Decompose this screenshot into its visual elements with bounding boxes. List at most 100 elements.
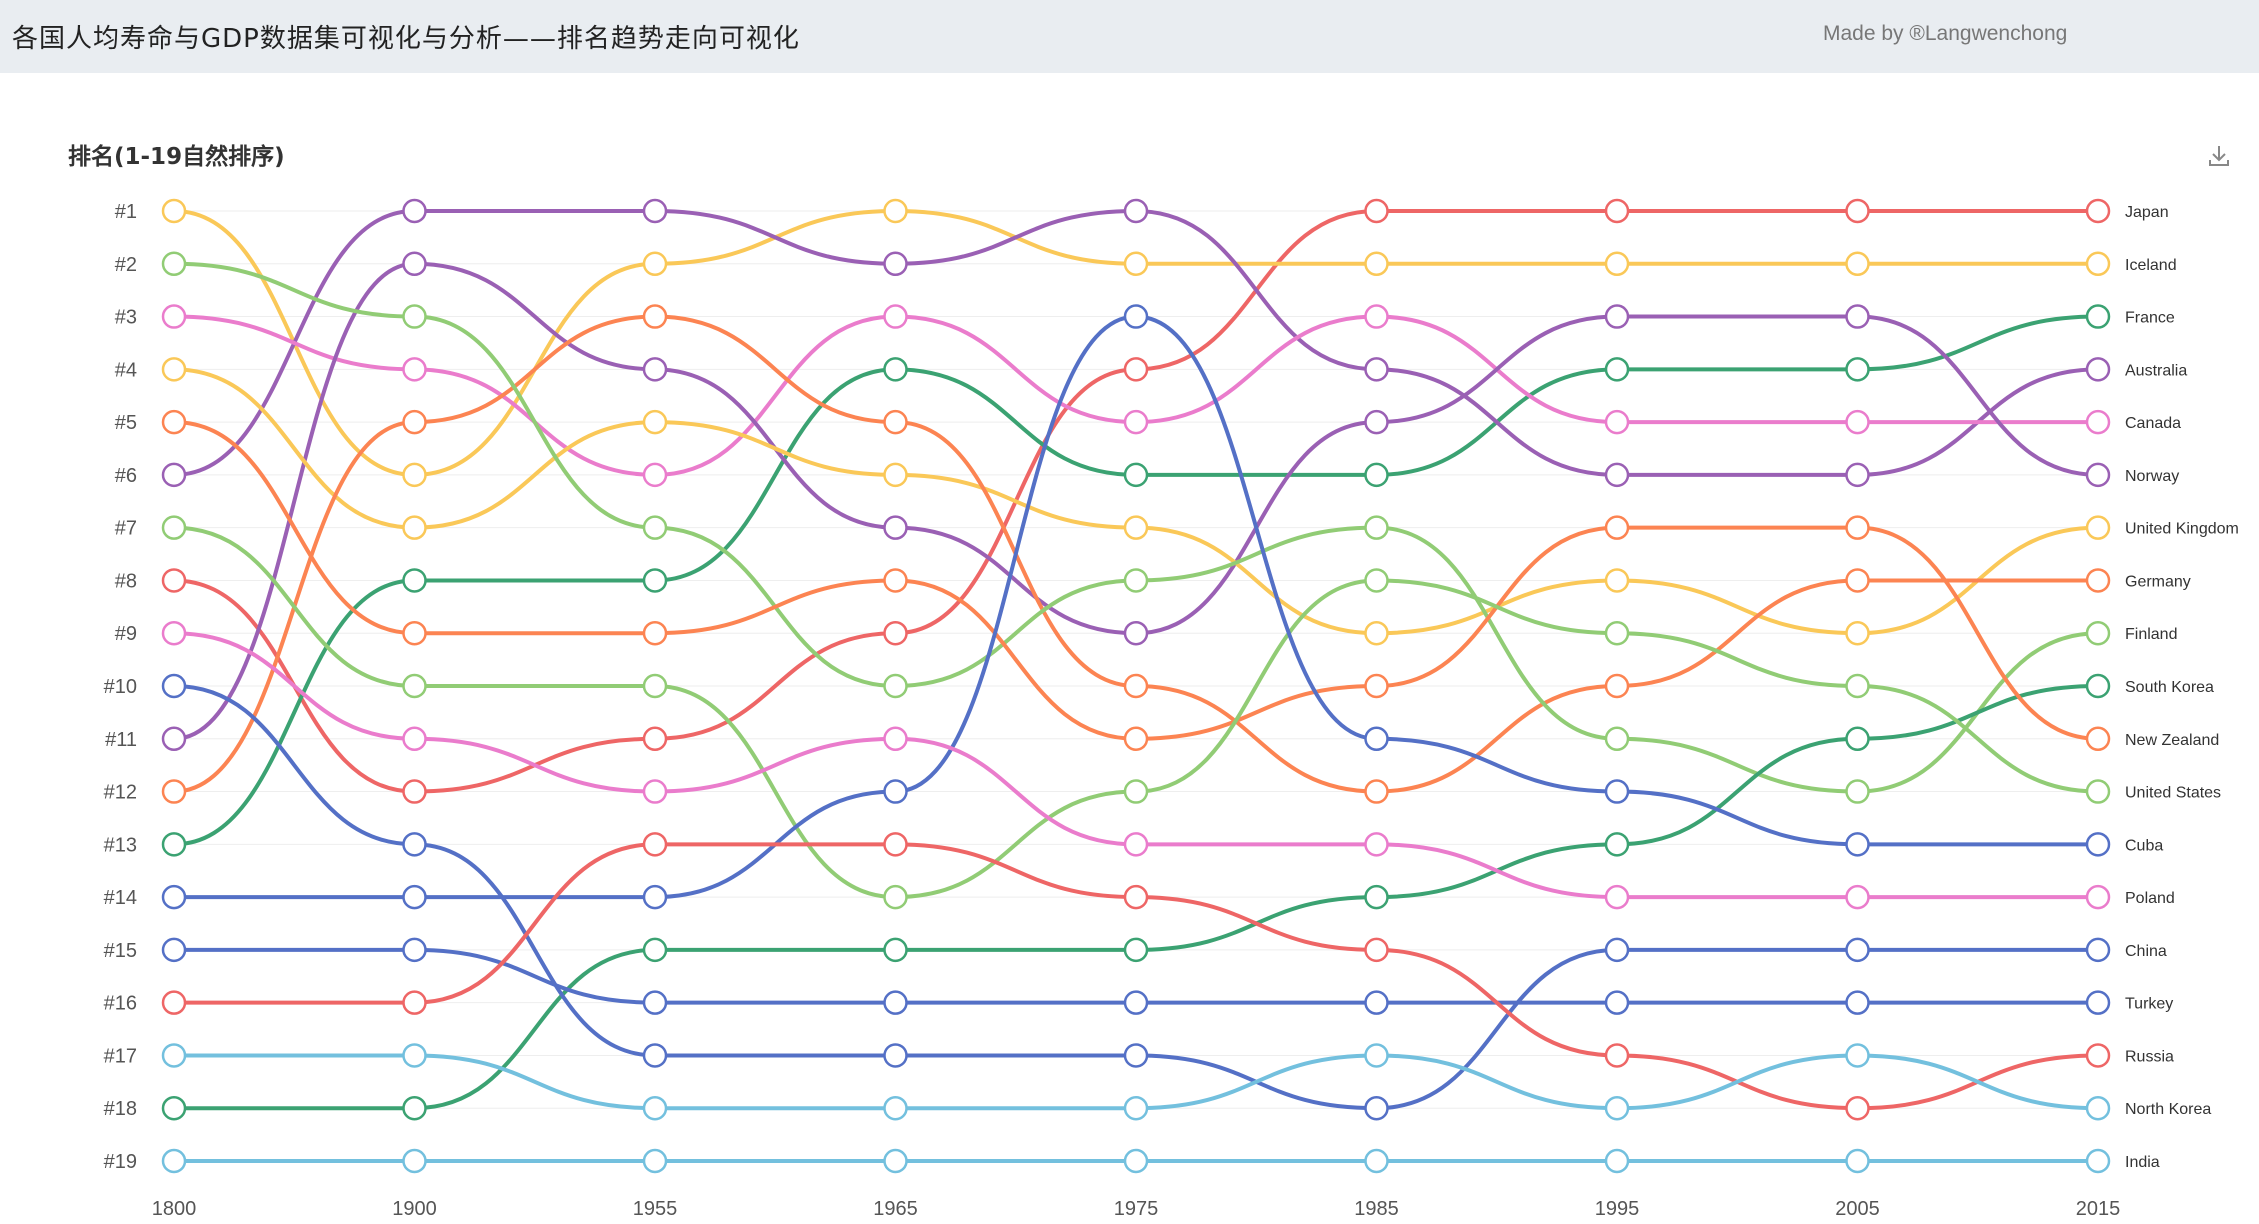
data-point[interactable] [2085, 304, 2111, 329]
data-point[interactable] [1123, 198, 1149, 224]
data-point[interactable] [161, 1148, 187, 1174]
data-point[interactable] [642, 1043, 668, 1068]
data-point[interactable] [1604, 779, 1630, 804]
data-point[interactable] [1604, 1095, 1630, 1121]
data-point[interactable] [2085, 1095, 2111, 1121]
data-point[interactable] [1123, 620, 1149, 646]
data-point[interactable] [2085, 1148, 2111, 1174]
data-point[interactable] [1604, 884, 1630, 910]
data-point[interactable] [1364, 1095, 1389, 1121]
data-point[interactable] [1845, 1043, 1870, 1068]
data-point[interactable] [1123, 779, 1149, 804]
data-point[interactable] [402, 251, 427, 277]
data-point[interactable] [642, 1095, 668, 1121]
data-point[interactable] [161, 832, 187, 857]
data-point[interactable] [1845, 832, 1870, 857]
data-point[interactable] [161, 198, 187, 224]
data-point[interactable] [1604, 990, 1630, 1015]
series-line-iceland[interactable] [173, 208, 2098, 477]
data-point[interactable] [161, 990, 187, 1015]
data-point[interactable] [1604, 251, 1630, 277]
data-point[interactable] [402, 515, 427, 540]
data-point[interactable] [1364, 462, 1389, 488]
data-point[interactable] [161, 1043, 187, 1068]
data-point[interactable] [1364, 726, 1389, 752]
data-point[interactable] [1364, 568, 1389, 593]
data-point[interactable] [1845, 1095, 1870, 1121]
data-point[interactable] [883, 1148, 908, 1174]
data-point[interactable] [1845, 409, 1870, 435]
data-point[interactable] [1845, 462, 1870, 488]
data-point[interactable] [1845, 357, 1870, 382]
data-point[interactable] [1364, 832, 1389, 857]
data-point[interactable] [161, 251, 187, 277]
data-point[interactable] [1364, 673, 1389, 699]
data-point[interactable] [1604, 726, 1630, 752]
data-point[interactable] [402, 198, 427, 224]
data-point[interactable] [1123, 409, 1149, 435]
data-point[interactable] [402, 673, 427, 699]
data-point[interactable] [1364, 357, 1389, 382]
data-point[interactable] [1845, 779, 1870, 804]
data-point[interactable] [1364, 198, 1389, 224]
series-line-canada[interactable] [173, 314, 2098, 477]
series-line-japan[interactable] [173, 209, 2098, 794]
data-point[interactable] [883, 937, 908, 963]
data-point[interactable] [642, 515, 668, 540]
data-point[interactable] [1845, 515, 1870, 540]
data-point[interactable] [1123, 884, 1149, 910]
data-point[interactable] [883, 304, 908, 329]
data-point[interactable] [1123, 1095, 1149, 1121]
data-point[interactable] [1604, 357, 1630, 382]
data-point[interactable] [1123, 304, 1149, 329]
data-point[interactable] [1604, 673, 1630, 699]
data-point[interactable] [161, 673, 187, 699]
data-point[interactable] [883, 198, 908, 224]
data-point[interactable] [1845, 726, 1870, 752]
data-point[interactable] [1845, 198, 1870, 224]
data-point[interactable] [2085, 779, 2111, 804]
data-point[interactable] [883, 673, 908, 699]
data-point[interactable] [1123, 990, 1149, 1015]
data-point[interactable] [402, 990, 427, 1015]
series-line-france[interactable] [173, 314, 2099, 847]
data-point[interactable] [402, 620, 427, 646]
data-point[interactable] [161, 884, 187, 910]
data-point[interactable] [883, 884, 908, 910]
data-point[interactable] [883, 357, 908, 382]
data-point[interactable] [883, 726, 908, 752]
data-point[interactable] [1364, 1148, 1389, 1174]
data-point[interactable] [1845, 990, 1870, 1015]
data-point[interactable] [2085, 884, 2111, 910]
data-point[interactable] [642, 726, 668, 752]
data-point[interactable] [402, 1095, 427, 1121]
data-point[interactable] [402, 726, 427, 752]
data-point[interactable] [883, 1043, 908, 1068]
data-point[interactable] [1604, 304, 1630, 329]
data-point[interactable] [883, 515, 908, 540]
data-point[interactable] [1364, 251, 1389, 277]
data-point[interactable] [642, 568, 668, 593]
data-point[interactable] [642, 357, 668, 382]
data-point[interactable] [1604, 409, 1630, 435]
data-point[interactable] [2085, 673, 2111, 699]
series-line-poland[interactable] [173, 631, 2098, 900]
data-point[interactable] [1364, 515, 1389, 540]
data-point[interactable] [1845, 1148, 1870, 1174]
data-point[interactable] [2085, 990, 2111, 1015]
data-point[interactable] [1845, 884, 1870, 910]
data-point[interactable] [1845, 304, 1870, 329]
data-point[interactable] [883, 779, 908, 804]
data-point[interactable] [161, 937, 187, 963]
data-point[interactable] [402, 1043, 427, 1068]
data-point[interactable] [1604, 515, 1630, 540]
data-point[interactable] [402, 409, 427, 435]
data-point[interactable] [883, 568, 908, 593]
data-point[interactable] [161, 620, 187, 646]
data-point[interactable] [2085, 357, 2111, 382]
data-point[interactable] [161, 409, 187, 435]
data-point[interactable] [1604, 937, 1630, 963]
data-point[interactable] [161, 304, 187, 329]
data-point[interactable] [883, 251, 908, 277]
data-point[interactable] [1364, 304, 1389, 329]
